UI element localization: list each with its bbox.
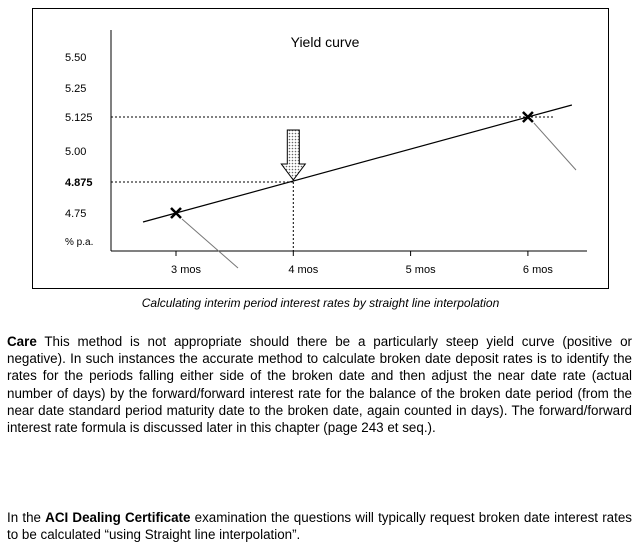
y-tick-label: 5.25 [65,83,86,95]
y-tick-label: 4.75 [65,208,86,220]
data-point-marker [522,111,534,123]
care-text: This method is not appropriate should th… [7,334,632,436]
aci-after: examination the questions will typically… [7,510,632,543]
aci-before: In the [7,510,46,525]
care-paragraph: Care This method is not appropriate shou… [7,333,632,436]
yield-curve-chart: Yield curve 4.75 4.875 5.00 5.125 5.25 5.50 % … [65,30,587,276]
x-tick-label: 6 mos [523,264,553,276]
x-tick-label: 3 mos [171,264,201,276]
aci-paragraph: In the ACI Dealing Certificate examinati… [7,509,632,543]
pointer-line [181,218,239,269]
pointer-line [533,122,577,171]
data-point-marker [170,207,182,219]
y-unit-label: % p.a. [65,237,93,248]
x-tick-label: 5 mos [406,264,436,276]
care-lead: Care [7,334,37,349]
y-tick-label: 5.00 [65,146,86,158]
figure-frame [32,8,609,289]
yield-line [142,104,573,223]
down-arrow-icon [280,129,307,181]
y-tick-label: 4.875 [65,177,93,189]
figure-caption: Calculating interim period interest rate… [141,296,500,310]
x-tick-label: 4 mos [288,264,318,276]
y-tick-label: 5.125 [65,112,93,124]
y-tick-label: 5.50 [65,52,86,64]
aci-certificate-name: ACI Dealing Certificate [45,510,191,525]
chart-title: Yield curve [291,34,360,50]
